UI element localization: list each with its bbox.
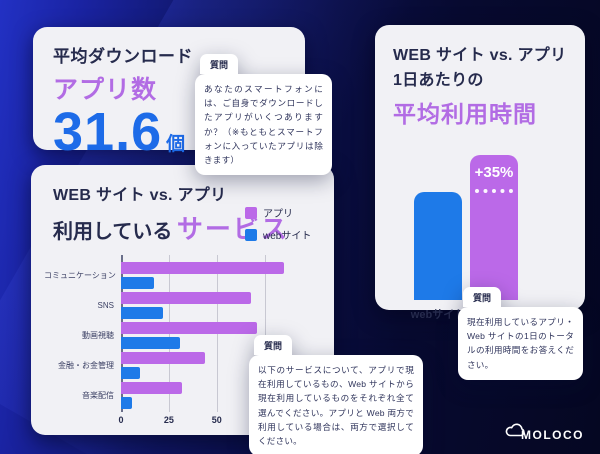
web-legend-label: webサイト <box>263 231 312 242</box>
web-bar <box>121 336 181 349</box>
card-usage-time: WEB サイト vs. アプリ 1日あたりの 平均利用時間 +35% webサイ… <box>375 25 585 321</box>
tick-50: 50 <box>211 415 222 425</box>
plus-35-percent-label: +35% <box>474 163 514 181</box>
legend-item-web: webサイト <box>245 227 311 242</box>
usage-time-bar-chart: +35% <box>393 150 567 300</box>
logo-text: MOLOCO <box>521 428 584 442</box>
app-bar <box>121 351 206 364</box>
app-bar <box>121 261 284 274</box>
question-label: 質問 <box>463 287 502 307</box>
category-label: 動画視聴 <box>82 330 114 340</box>
services-title-accent: サービス <box>176 214 289 244</box>
tick-25: 25 <box>163 415 174 425</box>
app-bar <box>121 321 258 334</box>
table-row: 金融・お金管理 <box>58 350 303 380</box>
question-label: 質問 <box>200 54 239 74</box>
app-bar: +35% <box>470 154 518 300</box>
downloads-unit: 個 <box>166 134 186 155</box>
web-bar <box>414 192 462 300</box>
gridline-75 <box>264 255 266 412</box>
app-legend-swatch <box>245 206 257 219</box>
tick-0: 0 <box>118 415 124 425</box>
services-title-line1: WEB サイト vs. アプリ <box>53 187 227 204</box>
services-title-line2: 利用している サービス <box>53 209 334 246</box>
services-grouped-bar-chart: コミュニケーション SNS 動画視聴 金融・お金管理 音楽配信 <box>44 255 303 428</box>
x-axis-ticks: 0 25 50 <box>118 412 303 428</box>
category-label: SNS <box>97 300 114 310</box>
usage-title-line3: 平均利用時間 <box>393 100 537 127</box>
web-legend-swatch <box>245 228 257 241</box>
table-row: 動画視聴 <box>82 320 303 350</box>
question-bubble-downloads: 質問 あなたのスマートフォンには、ご自身でダウンロードしたアプリがいくつあります… <box>195 54 332 176</box>
question-text: あなたのスマートフォンには、ご自身でダウンロードしたアプリがいくつありますか？（… <box>195 74 332 176</box>
web-bar <box>121 396 133 409</box>
question-bubble-services: 質問 以下のサービスについて、アプリで現在利用しているもの、Web サイトから現… <box>249 335 423 454</box>
table-row: コミュニケーション <box>44 260 303 290</box>
category-label: コミュニケーション <box>44 270 116 280</box>
category-label: 音楽配信 <box>82 390 114 400</box>
web-bar <box>121 276 154 289</box>
cloud-icon <box>505 423 525 437</box>
chart-legend: アプリ webサイト <box>245 205 311 249</box>
dotted-reference-line <box>475 188 513 193</box>
web-bar-label: webサイト <box>410 308 466 321</box>
app-bar <box>121 381 183 394</box>
web-bar <box>121 306 164 319</box>
downloads-value-row: 31.6 個 <box>53 104 285 161</box>
chart-gridlines <box>121 255 303 412</box>
app-legend-label: アプリ <box>263 209 293 220</box>
services-title-normal: 利用している <box>53 221 173 243</box>
gridline-25 <box>168 255 170 412</box>
gridline-50 <box>216 255 218 412</box>
moloco-logo: MOLOCO <box>505 423 584 442</box>
question-text: 現在利用しているアプリ・Web サイトの1日のトータルの利用時間をお答えください… <box>458 307 583 380</box>
legend-item-app: アプリ <box>245 205 311 220</box>
y-axis-line <box>121 255 123 412</box>
downloads-value: 31.6 <box>53 102 163 162</box>
question-bubble-usage-time: 質問 現在利用しているアプリ・Web サイトの1日のトータルの利用時間をお答えく… <box>458 287 583 380</box>
web-bar <box>121 366 141 379</box>
card-services-used: WEB サイト vs. アプリ 利用している サービス アプリ webサイト <box>31 165 334 435</box>
usage-title-line1: WEB サイト vs. アプリ <box>393 47 567 64</box>
usage-title-line2: 1日あたりの <box>393 71 484 89</box>
downloads-title-line1: 平均ダウンロード <box>53 47 193 66</box>
question-label: 質問 <box>254 335 293 355</box>
downloads-title-line2: アプリ数 <box>53 76 158 104</box>
table-row: SNS <box>98 290 303 320</box>
category-label: 金融・お金管理 <box>58 360 114 370</box>
question-text: 以下のサービスについて、アプリで現在利用しているもの、Web サイトから現在利用… <box>249 355 423 454</box>
table-row: 音楽配信 <box>82 380 303 410</box>
app-bar <box>121 291 252 304</box>
